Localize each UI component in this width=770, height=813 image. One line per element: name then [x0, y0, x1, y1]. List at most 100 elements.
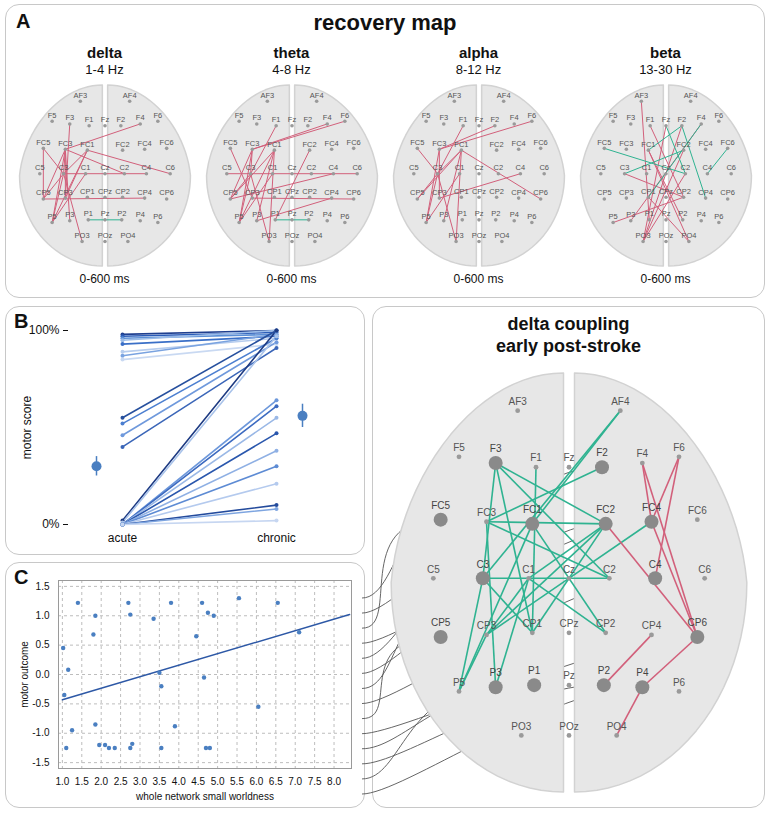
svg-text:5.0: 5.0	[211, 776, 225, 787]
svg-text:CP1: CP1	[267, 187, 282, 196]
svg-text:C1: C1	[642, 163, 652, 172]
svg-text:CP2: CP2	[596, 618, 616, 629]
svg-text:P6: P6	[340, 212, 349, 221]
svg-text:C3: C3	[59, 163, 69, 172]
svg-text:CP4: CP4	[511, 188, 526, 197]
svg-text:PO3: PO3	[511, 721, 531, 732]
svg-text:C2: C2	[307, 163, 317, 172]
svg-text:FC4: FC4	[325, 139, 339, 148]
svg-text:8.0: 8.0	[327, 776, 341, 787]
svg-text:P1: P1	[84, 209, 93, 218]
svg-text:P4: P4	[697, 210, 706, 219]
svg-text:C5: C5	[222, 163, 232, 172]
svg-text:FC5: FC5	[36, 138, 50, 147]
svg-text:P4: P4	[136, 210, 145, 219]
svg-text:CP1: CP1	[80, 187, 95, 196]
svg-text:CP3: CP3	[58, 188, 73, 197]
svg-text:C4: C4	[703, 163, 713, 172]
svg-text:0.0: 0.0	[36, 669, 50, 680]
svg-text:CP3: CP3	[477, 620, 497, 631]
svg-text:Pz: Pz	[662, 209, 671, 218]
svg-text:F5: F5	[235, 111, 244, 120]
svg-text:AF4: AF4	[310, 91, 324, 100]
svg-text:F1: F1	[272, 115, 281, 124]
svg-text:whole network small worldness: whole network small worldness	[135, 791, 274, 802]
svg-text:Cz: Cz	[563, 564, 575, 575]
svg-text:F3: F3	[626, 113, 635, 122]
svg-text:-1.5: -1.5	[32, 757, 50, 768]
svg-text:C6: C6	[352, 163, 362, 172]
svg-text:CP3: CP3	[619, 188, 634, 197]
svg-text:F1: F1	[85, 115, 94, 124]
svg-text:F1: F1	[646, 115, 655, 124]
svg-text:CP4: CP4	[137, 188, 152, 197]
svg-text:FC2: FC2	[303, 140, 317, 149]
svg-text:CP6: CP6	[346, 188, 361, 197]
svg-text:-0.5: -0.5	[32, 698, 50, 709]
svg-text:P1: P1	[645, 209, 654, 218]
svg-text:FC6: FC6	[160, 138, 174, 147]
svg-text:1.0: 1.0	[55, 776, 69, 787]
svg-text:CP5: CP5	[597, 188, 612, 197]
svg-text:F3: F3	[65, 113, 74, 122]
svg-text:AF3: AF3	[260, 91, 274, 100]
svg-text:C2: C2	[120, 163, 130, 172]
svg-text:Fz: Fz	[101, 115, 110, 124]
svg-text:P5: P5	[422, 212, 431, 221]
svg-text:CP2: CP2	[676, 187, 691, 196]
svg-text:2.0: 2.0	[94, 776, 108, 787]
svg-text:POz: POz	[659, 231, 674, 240]
svg-text:P4: P4	[636, 667, 649, 678]
svg-text:FC4: FC4	[699, 139, 713, 148]
svg-text:F6: F6	[153, 111, 162, 120]
svg-text:FC4: FC4	[138, 139, 152, 148]
svg-text:CPz: CPz	[472, 187, 486, 196]
svg-text:C5: C5	[35, 163, 45, 172]
svg-text:Fz: Fz	[662, 115, 671, 124]
svg-text:P4: P4	[510, 210, 519, 219]
svg-text:Fz: Fz	[288, 115, 297, 124]
svg-text:F2: F2	[303, 115, 312, 124]
svg-text:1.0: 1.0	[36, 610, 50, 621]
svg-text:P3: P3	[490, 667, 503, 678]
svg-text:FC3: FC3	[58, 139, 72, 148]
svg-text:C4: C4	[516, 163, 526, 172]
svg-text:F4: F4	[697, 113, 706, 122]
svg-text:P3: P3	[65, 210, 74, 219]
svg-text:C6: C6	[698, 564, 711, 575]
svg-text:FC3: FC3	[619, 139, 633, 148]
svg-text:PO4: PO4	[494, 231, 509, 240]
svg-text:F4: F4	[136, 113, 145, 122]
svg-text:P3: P3	[252, 210, 261, 219]
svg-text:PO4: PO4	[607, 721, 627, 732]
svg-text:P6: P6	[153, 212, 162, 221]
svg-text:F1: F1	[530, 452, 542, 463]
svg-text:5.5: 5.5	[230, 776, 244, 787]
svg-text:-1.0: -1.0	[32, 727, 50, 738]
svg-text:C6: C6	[539, 163, 549, 172]
svg-text:F6: F6	[714, 111, 723, 120]
svg-text:C3: C3	[433, 163, 443, 172]
svg-text:FC5: FC5	[597, 138, 611, 147]
svg-text:Fz: Fz	[475, 115, 484, 124]
svg-text:Pz: Pz	[101, 209, 110, 218]
svg-text:1.5: 1.5	[36, 581, 50, 592]
svg-text:FC6: FC6	[534, 138, 548, 147]
svg-text:Cz: Cz	[474, 163, 483, 172]
svg-text:C4: C4	[142, 163, 152, 172]
svg-text:AF4: AF4	[684, 91, 698, 100]
svg-text:6.0: 6.0	[249, 776, 263, 787]
svg-text:1.5: 1.5	[75, 776, 89, 787]
svg-text:P5: P5	[48, 212, 57, 221]
svg-text:FC2: FC2	[116, 140, 130, 149]
svg-text:3.5: 3.5	[152, 776, 166, 787]
svg-text:P2: P2	[304, 209, 313, 218]
svg-text:CP1: CP1	[523, 618, 543, 629]
svg-text:F2: F2	[677, 115, 686, 124]
svg-text:P5: P5	[235, 212, 244, 221]
svg-text:acute: acute	[108, 531, 138, 545]
svg-text:C1: C1	[81, 163, 91, 172]
svg-text:CPz: CPz	[560, 618, 579, 629]
svg-text:FC4: FC4	[512, 139, 526, 148]
svg-text:FC1: FC1	[267, 140, 281, 149]
